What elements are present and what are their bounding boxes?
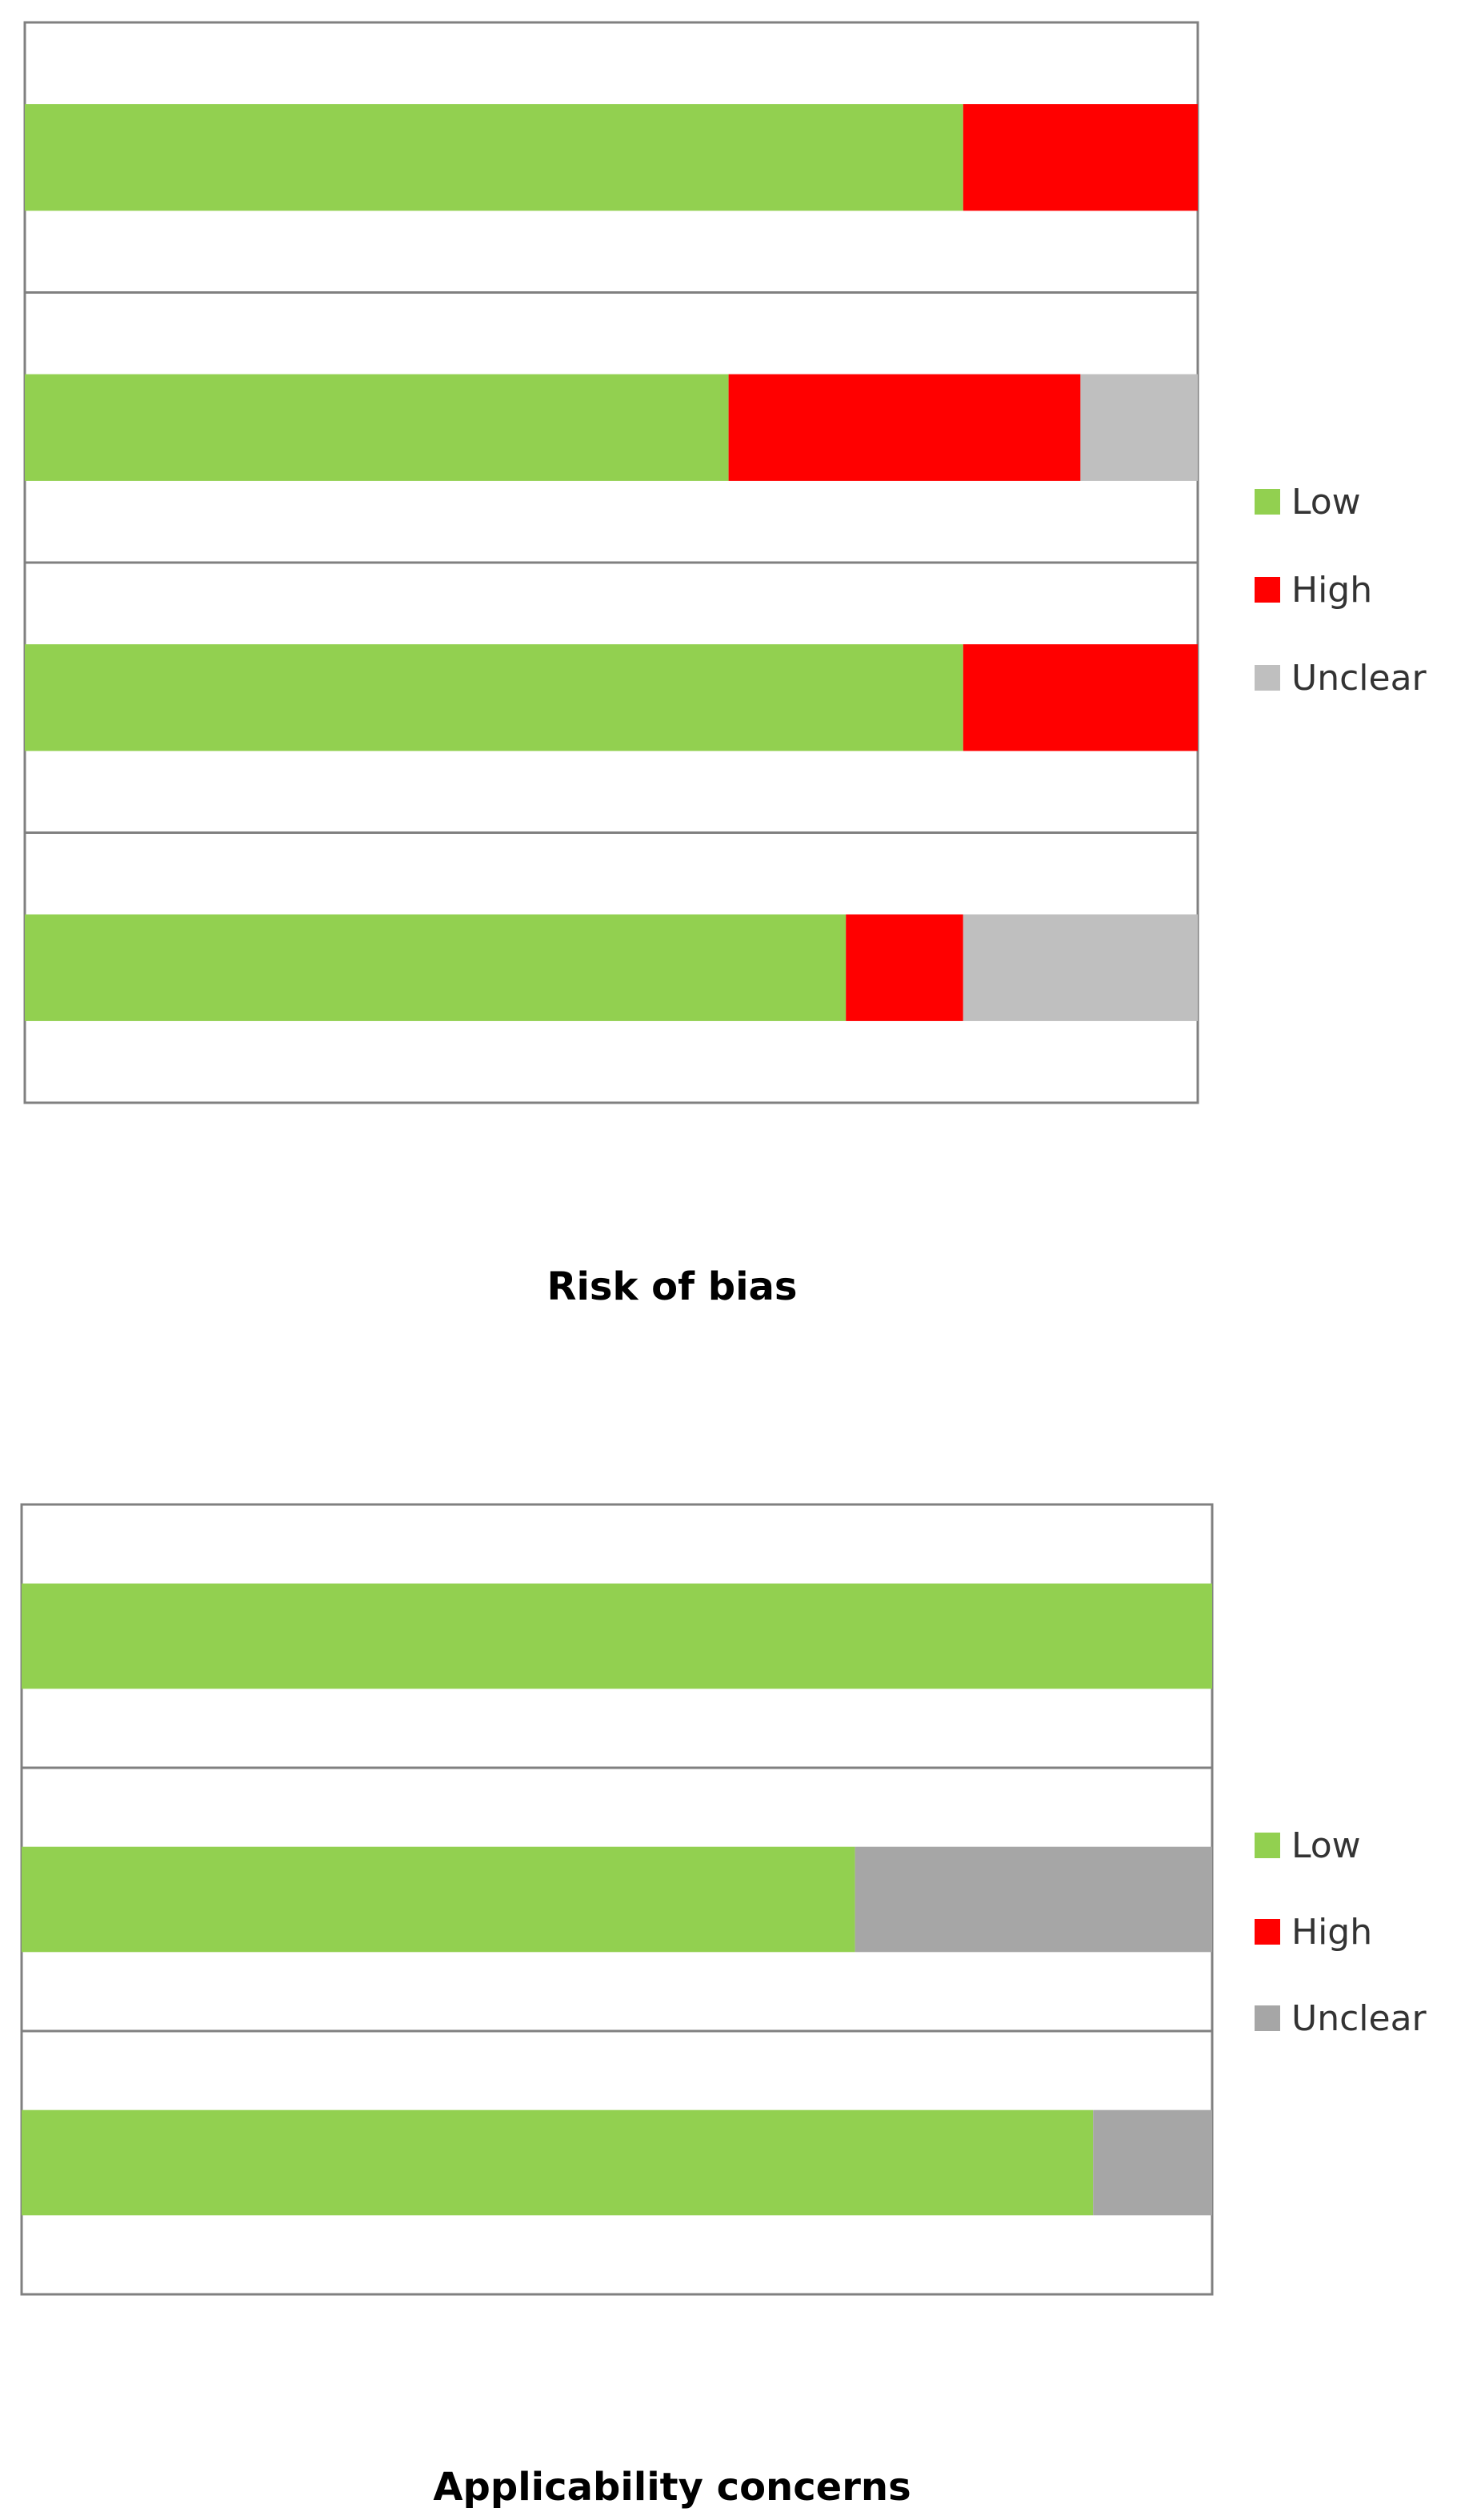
rob-bar-2-low [25,374,729,481]
app-legend-label-unclear: Unclear [1291,1998,1427,2039]
rob-bar-3-low [25,644,963,751]
rob-legend-label-unclear: Unclear [1291,658,1427,699]
risk-of-bias-title: Risk of bias [546,1264,798,1309]
app-bar-2-unclear [855,1846,1212,1953]
rob-legend-item-low: Low [1255,482,1361,523]
app-legend-label-high: High [1291,1912,1372,1953]
applicability-concerns-title: Applicability concerns [433,2465,911,2510]
risk-of-bias-plot: Low High Unclear [23,21,1427,1104]
app-legend-swatch-low [1255,1833,1280,1858]
rob-bar-1-high [963,104,1198,211]
rob-bar-4-unclear [963,914,1198,1021]
app-legend-swatch-unclear [1255,2005,1280,2031]
applicability-concerns-plot: Low High Unclear [20,1503,1427,2296]
rob-legend-swatch-low [1255,489,1280,515]
rob-bar-2-unclear [1080,374,1198,481]
rob-bar-4-low [25,914,847,1021]
app-legend-item-high: High [1255,1912,1372,1953]
rob-bar-1-low [25,104,963,211]
app-legend-swatch-high [1255,1919,1280,1945]
app-legend-label-low: Low [1291,1825,1361,1866]
rob-bar-4-high [846,914,963,1021]
app-bar-1-low [22,1583,1212,1689]
rob-legend-label-high: High [1291,570,1372,611]
app-bar-3-low [22,2109,1094,2216]
app-bar-3-unclear [1093,2109,1212,2216]
risk-of-bias-chart: Low High Unclear Risk of bias [23,21,1427,1309]
rob-legend-label-low: Low [1291,482,1361,523]
app-legend-item-unclear: Unclear [1255,1998,1427,2039]
applicability-concerns-chart: Low High Unclear Applicability concerns [0,1472,1465,2520]
rob-legend-swatch-unclear [1255,665,1280,691]
rob-bar-3-high [963,644,1198,751]
app-bar-2-low [22,1846,855,1953]
rob-legend-item-high: High [1255,570,1372,611]
rob-legend-item-unclear: Unclear [1255,658,1427,699]
rob-legend-swatch-high [1255,577,1280,603]
rob-bar-2-high [728,374,1081,481]
app-legend-item-low: Low [1255,1825,1361,1866]
